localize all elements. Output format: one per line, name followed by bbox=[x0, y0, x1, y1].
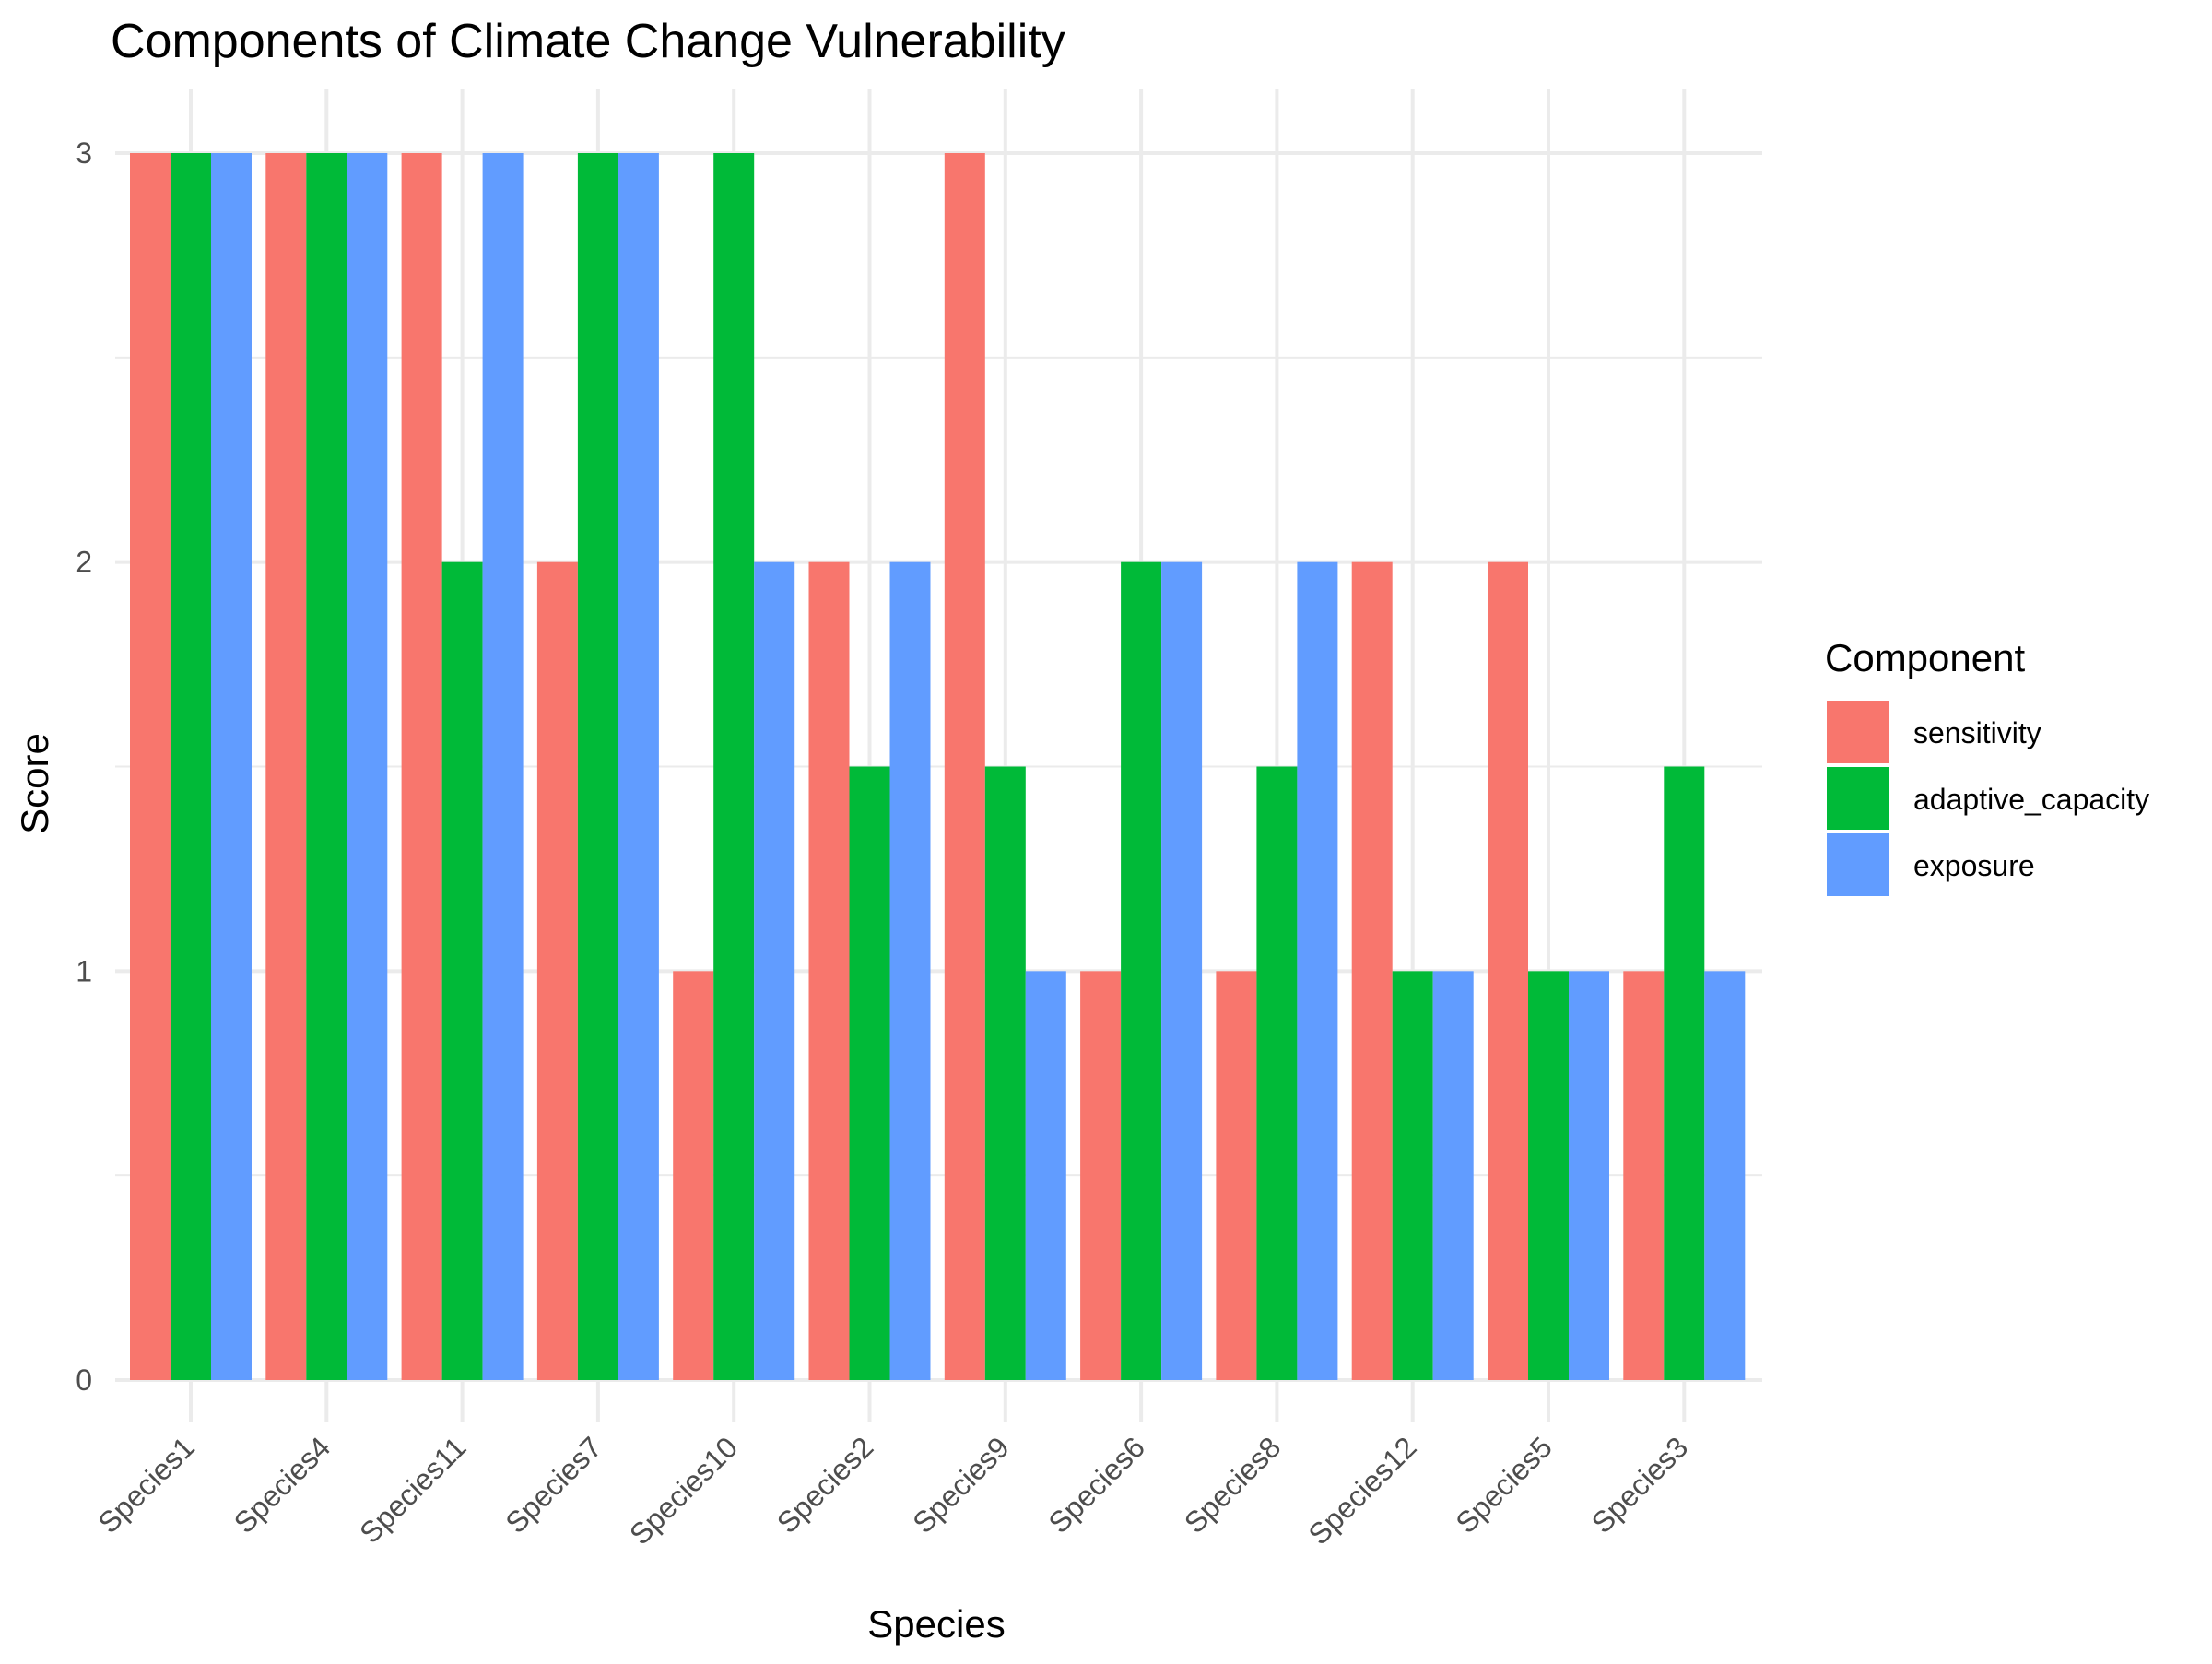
bar-sensitivity-Species4 bbox=[265, 153, 307, 1380]
legend-key-sensitivity bbox=[1827, 701, 1889, 763]
y-tick-label: 1 bbox=[76, 954, 92, 987]
bar-exposure-Species4 bbox=[347, 153, 388, 1380]
legend-items: sensitivity adaptive_capacity exposure bbox=[1827, 701, 2149, 896]
chart-title: Components of Climate Change Vulnerabili… bbox=[111, 15, 1065, 68]
bar-adaptive_capacity-Species11 bbox=[441, 561, 483, 1380]
bar-sensitivity-Species6 bbox=[1080, 971, 1122, 1380]
bar-adaptive_capacity-Species8 bbox=[1256, 766, 1298, 1380]
x-tick-label: Species11 bbox=[353, 1430, 472, 1549]
bar-sensitivity-Species1 bbox=[130, 153, 171, 1380]
bar-sensitivity-Species9 bbox=[944, 153, 985, 1380]
x-tick-label: Species8 bbox=[1178, 1430, 1288, 1540]
bar-sensitivity-Species12 bbox=[1351, 561, 1393, 1380]
x-tick-label: Species7 bbox=[499, 1430, 608, 1540]
bar-adaptive_capacity-Species12 bbox=[1392, 971, 1433, 1380]
bar-adaptive_capacity-Species6 bbox=[1121, 561, 1162, 1380]
bar-sensitivity-Species3 bbox=[1623, 971, 1665, 1380]
x-tick-label: Species6 bbox=[1042, 1430, 1152, 1540]
y-tick-label: 0 bbox=[76, 1363, 92, 1397]
bar-sensitivity-Species2 bbox=[808, 561, 850, 1380]
legend-key-exposure bbox=[1827, 833, 1889, 896]
bar-exposure-Species11 bbox=[482, 153, 524, 1380]
bar-adaptive_capacity-Species9 bbox=[984, 766, 1026, 1380]
bar-sensitivity-Species5 bbox=[1488, 561, 1528, 1380]
x-axis-title: Species bbox=[867, 1602, 1005, 1646]
legend: Component sensitivity adaptive_capacityex… bbox=[1825, 636, 2149, 896]
legend-key-adaptive_capacity bbox=[1827, 767, 1889, 830]
bar-exposure-Species8 bbox=[1297, 561, 1338, 1380]
legend-title: Component bbox=[1825, 636, 2025, 679]
x-tick-label: Species4 bbox=[228, 1430, 337, 1540]
bar-sensitivity-Species7 bbox=[536, 561, 578, 1380]
bar-exposure-Species3 bbox=[1704, 971, 1746, 1380]
x-tick-label: Species9 bbox=[906, 1430, 1016, 1540]
legend-label-adaptive_capacity: adaptive_capacity bbox=[1913, 783, 2149, 816]
bar-exposure-Species6 bbox=[1161, 561, 1203, 1380]
y-axis-title: Score bbox=[13, 733, 56, 834]
x-tick-label: Species10 bbox=[623, 1430, 744, 1551]
bar-exposure-Species7 bbox=[618, 153, 659, 1380]
bar-exposure-Species10 bbox=[754, 561, 795, 1380]
bars bbox=[130, 153, 1746, 1380]
bar-adaptive_capacity-Species4 bbox=[306, 153, 347, 1380]
x-tick-label: Species2 bbox=[771, 1430, 880, 1540]
bar-adaptive_capacity-Species3 bbox=[1664, 766, 1705, 1380]
bar-adaptive_capacity-Species2 bbox=[849, 766, 890, 1380]
y-tick-label: 3 bbox=[76, 136, 92, 170]
bar-adaptive_capacity-Species5 bbox=[1528, 971, 1569, 1380]
bar-sensitivity-Species8 bbox=[1216, 971, 1257, 1380]
x-tick-label: Species5 bbox=[1449, 1430, 1559, 1540]
legend-label-exposure: exposure bbox=[1913, 849, 2035, 882]
bar-adaptive_capacity-Species7 bbox=[577, 153, 618, 1380]
bar-exposure-Species12 bbox=[1432, 971, 1474, 1380]
bar-exposure-Species1 bbox=[211, 153, 252, 1380]
legend-label-sensitivity: sensitivity bbox=[1913, 716, 2041, 749]
bar-exposure-Species2 bbox=[889, 561, 931, 1380]
x-tick-label: Species3 bbox=[1585, 1430, 1695, 1540]
x-tick-labels: Species1 Species4 Species11 Species7 Species… bbox=[91, 1430, 1694, 1551]
bar-sensitivity-Species11 bbox=[401, 153, 442, 1380]
bar-exposure-Species9 bbox=[1025, 971, 1066, 1380]
bar-adaptive_capacity-Species10 bbox=[713, 153, 755, 1380]
y-tick-label: 2 bbox=[76, 546, 92, 579]
bar-exposure-Species5 bbox=[1569, 971, 1609, 1380]
bar-sensitivity-Species10 bbox=[673, 971, 714, 1380]
x-tick-label: Species1 bbox=[91, 1430, 201, 1540]
bar-adaptive_capacity-Species1 bbox=[171, 153, 211, 1380]
y-tick-labels: 0 1 2 3 bbox=[76, 136, 92, 1397]
x-tick-label: Species12 bbox=[1302, 1430, 1423, 1551]
